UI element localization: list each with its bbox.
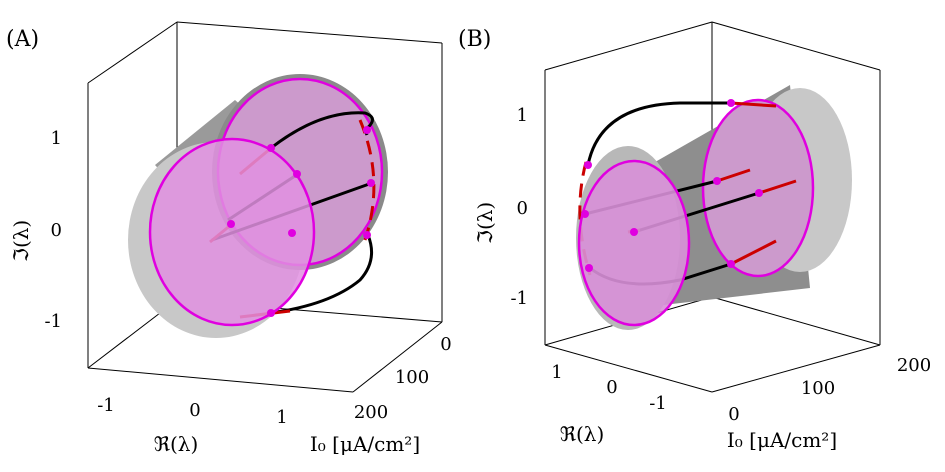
panel-a-z-ticks: 0 100 200 — [354, 334, 452, 423]
panel-a-y-ticks: -1 0 1 — [44, 128, 62, 332]
panel-a-ylabel: ℑ(λ) — [9, 220, 33, 262]
panel-a-ytick-2: 0 — [51, 220, 62, 241]
panel-a-disc-near — [148, 137, 316, 327]
panel-a-xlabel: ℜ(λ) — [154, 432, 199, 456]
panel-b-z-ticks: 0 100 200 — [728, 355, 931, 425]
panel-b-xlabel: ℜ(λ) — [560, 422, 605, 446]
panel-b-xtick-1: 1 — [551, 362, 562, 383]
panel-a-xtick-3: 1 — [276, 407, 287, 428]
panel-b-x-ticks: 1 0 -1 — [551, 362, 667, 414]
panel-b-ylabel: ℑ(λ) — [473, 202, 497, 244]
panel-b: (B) — [458, 21, 931, 452]
panel-b-zlabel: I₀ [μA/cm²] — [727, 428, 837, 452]
panel-a-ztick-2: 100 — [395, 367, 429, 388]
panel-b-ztick-1: 0 — [728, 404, 739, 425]
panel-a-zlabel: I₀ [μA/cm²] — [310, 432, 420, 456]
panel-b-disc-near — [577, 159, 691, 327]
panel-a: (A) — [6, 21, 452, 456]
panel-a-markers — [227, 126, 375, 317]
panel-a-ztick-3: 200 — [354, 402, 388, 423]
panel-b-disc-far — [701, 98, 815, 278]
panel-b-ytick-2: 0 — [517, 198, 528, 219]
panel-b-ytick-1: -1 — [510, 288, 528, 309]
panel-a-xtick-2: 0 — [189, 400, 200, 421]
panel-b-ztick-2: 100 — [801, 378, 835, 399]
panel-a-x-ticks: -1 0 1 — [97, 395, 288, 428]
panel-a-ytick-1: -1 — [44, 311, 62, 332]
panel-a-ztick-1: 0 — [440, 334, 451, 355]
panel-a-label: (A) — [6, 27, 39, 52]
panel-b-xtick-2: 0 — [606, 377, 617, 398]
panel-a-xtick-1: -1 — [97, 395, 115, 416]
panel-b-ytick-3: 1 — [517, 105, 528, 126]
panel-b-ztick-3: 200 — [897, 355, 931, 376]
panel-b-markers — [581, 99, 763, 272]
panel-b-xtick-3: -1 — [649, 393, 667, 414]
panel-b-y-ticks: -1 0 1 — [510, 105, 528, 309]
panel-a-ytick-3: 1 — [51, 128, 62, 149]
panel-b-label: (B) — [458, 27, 491, 52]
